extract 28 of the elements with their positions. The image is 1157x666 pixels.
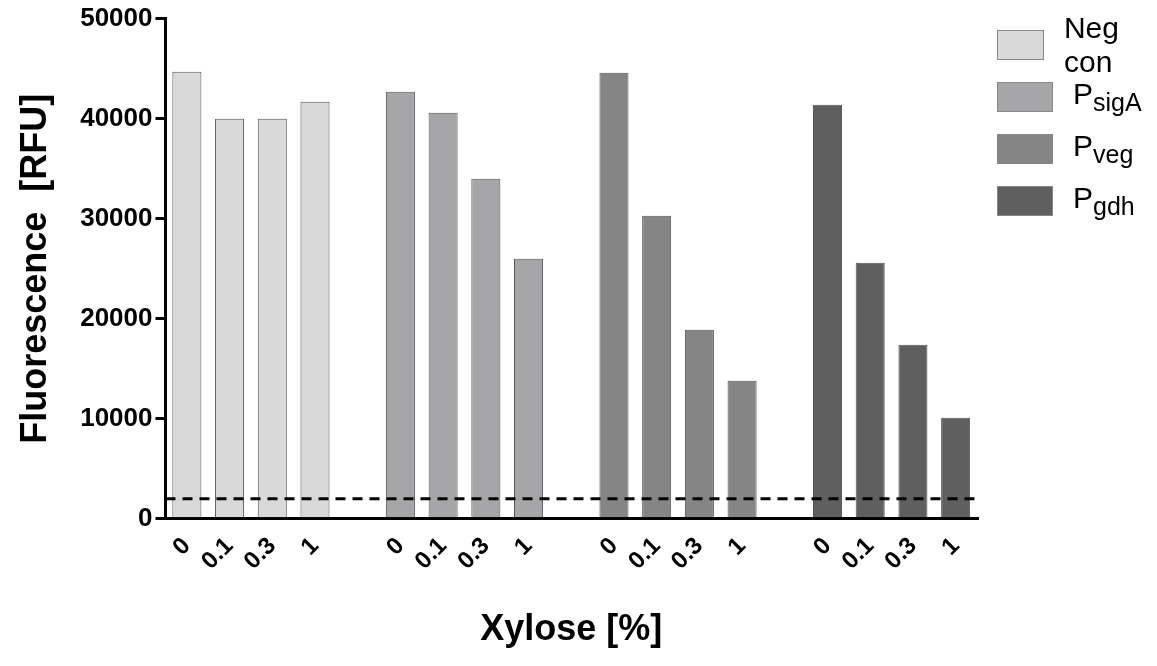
x-axis-title: Xylose [%] (480, 607, 663, 649)
x-tick-label: 0.1 (622, 531, 665, 574)
x-tick-label: 0.3 (237, 531, 281, 574)
y-tick-label: 50000 (80, 1, 153, 32)
x-tick-label: 1 (935, 531, 964, 560)
x-tick-label: 0 (593, 531, 623, 560)
x-tick-label: 0 (807, 531, 836, 560)
legend-label: P$_{gdh}$ (1073, 180, 1135, 221)
x-tick-label: 0.1 (408, 531, 452, 574)
x-tick-label: 0 (380, 531, 409, 560)
x-tick-label: 0.1 (835, 531, 879, 574)
legend-label: P$_{veg}$ (1073, 128, 1134, 169)
y-tick-label: 20000 (80, 301, 153, 332)
y-axis-title: Fluorescence [RFU] (12, 93, 54, 444)
x-tick-label: 1 (721, 531, 751, 560)
x-tick-label: 1 (294, 531, 324, 560)
x-tick-label: 0 (166, 531, 196, 560)
x-tick-label: 0.3 (451, 531, 495, 574)
x-tick-label: 0.3 (878, 531, 922, 574)
x-tick-label: 0.1 (195, 531, 238, 574)
y-tick-label: 30000 (80, 201, 153, 232)
legend-label: Neg con (1063, 10, 1120, 79)
y-tick-label: 10000 (80, 401, 153, 432)
y-tick-label: 0 (138, 502, 153, 533)
x-tick-label: 0.3 (664, 531, 708, 574)
x-tick-label: 1 (508, 531, 537, 560)
legend-label: P$_{sigA}$ (1073, 76, 1142, 117)
y-tick-label: 40000 (80, 101, 153, 132)
